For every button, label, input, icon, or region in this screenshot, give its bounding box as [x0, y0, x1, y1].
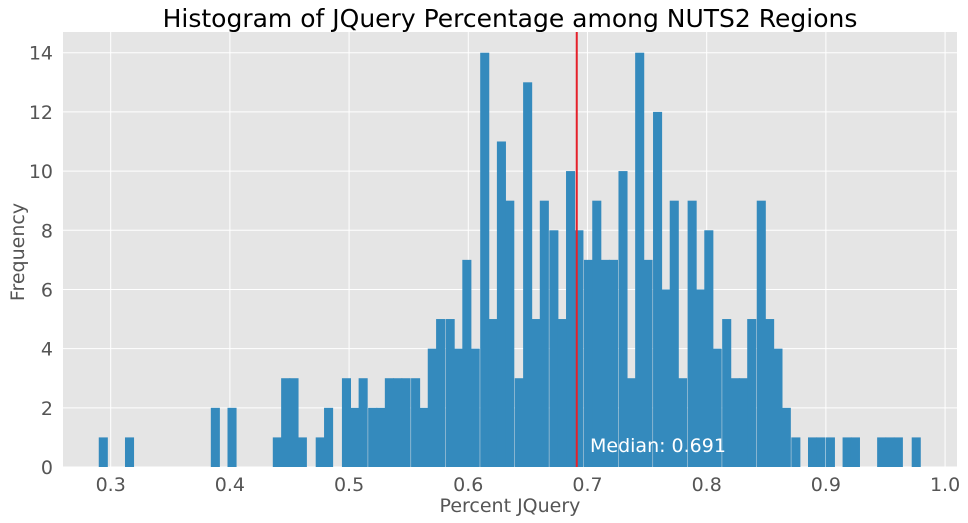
histogram-bar: [730, 378, 740, 467]
x-tick-label: 0.3: [96, 474, 126, 496]
histogram-bar: [574, 230, 584, 467]
histogram-bar: [608, 259, 619, 467]
histogram-bar: [781, 407, 791, 467]
histogram-bar: [842, 437, 852, 467]
histogram-bar: [893, 437, 903, 467]
histogram-bar: [350, 407, 360, 467]
histogram-bar: [747, 319, 757, 467]
histogram-bar: [210, 407, 220, 467]
histogram-bar: [393, 378, 403, 467]
y-tick-label: 14: [29, 43, 53, 65]
histogram-bar: [808, 437, 818, 467]
median-annotation: Median: 0.691: [590, 435, 726, 457]
y-axis-label: Frequency: [7, 203, 29, 301]
histogram-bar: [281, 378, 291, 467]
histogram-bar: [669, 200, 679, 467]
y-tick-label: 8: [41, 220, 53, 242]
histogram-bar: [791, 437, 801, 467]
histogram-bar: [272, 437, 282, 467]
x-tick-label: 1.0: [930, 474, 960, 496]
histogram-bar: [816, 437, 826, 467]
histogram-bar: [618, 171, 628, 467]
histogram-bar: [712, 348, 722, 467]
histogram-bar: [445, 319, 455, 467]
histogram-bar: [436, 319, 446, 467]
histogram-bar: [523, 82, 533, 467]
x-axis-label: Percent JQuery: [440, 495, 581, 517]
histogram-bar: [324, 407, 334, 467]
histogram-bar: [539, 200, 549, 467]
histogram-bar: [643, 259, 653, 467]
histogram-bar: [722, 319, 732, 467]
x-axis-ticks: 0.3 0.4 0.5 0.6 0.7 0.8 0.9 1.0: [96, 474, 961, 496]
histogram-bar: [315, 437, 325, 467]
histogram-bar: [885, 437, 895, 467]
histogram-bar: [600, 259, 610, 467]
histogram-bar: [549, 230, 559, 467]
histogram-bar: [704, 230, 714, 467]
histogram-bar: [297, 437, 307, 467]
histogram-bar: [531, 319, 541, 467]
histogram-bar: [411, 378, 421, 467]
x-tick-label: 0.4: [215, 474, 245, 496]
x-tick-label: 0.9: [811, 474, 841, 496]
histogram-bar: [341, 378, 351, 467]
histogram-bar: [773, 348, 783, 467]
y-tick-label: 6: [41, 279, 53, 301]
histogram-bar: [557, 319, 567, 467]
y-axis-ticks: 0 2 4 6 8 10 12 14: [29, 43, 53, 479]
x-tick-label: 0.6: [453, 474, 483, 496]
y-tick-label: 0: [41, 457, 53, 479]
histogram-bar: [877, 437, 887, 467]
histogram-bar: [124, 437, 135, 467]
histogram-bar: [505, 200, 515, 467]
histogram-bar: [462, 259, 472, 467]
histogram-bar: [695, 289, 706, 467]
x-tick-label: 0.5: [334, 474, 364, 496]
histogram-bar: [227, 407, 237, 467]
histogram-bar: [480, 52, 490, 467]
histogram-bar: [756, 200, 766, 467]
histogram-bar: [678, 378, 688, 467]
histogram-bar: [401, 378, 411, 467]
histogram-bar: [566, 171, 576, 467]
y-tick-label: 2: [41, 398, 53, 420]
x-tick-label: 0.7: [572, 474, 602, 496]
histogram-bar: [496, 141, 506, 467]
histogram-bars: [98, 52, 921, 468]
histogram-bar: [98, 437, 108, 467]
histogram-bar: [358, 378, 368, 467]
y-tick-label: 12: [29, 102, 53, 124]
histogram-bar: [592, 200, 602, 467]
histogram-bar: [470, 348, 480, 467]
histogram-bar: [488, 319, 498, 467]
histogram-bar: [368, 407, 378, 467]
y-tick-label: 10: [29, 161, 53, 183]
histogram-bar: [427, 348, 437, 467]
histogram-bar: [453, 348, 464, 467]
histogram-bar: [653, 111, 663, 468]
histogram-bar: [376, 407, 386, 467]
histogram-bar: [635, 52, 645, 467]
histogram-bar: [384, 378, 394, 467]
histogram-bar: [765, 319, 775, 467]
histogram-bar: [850, 437, 860, 467]
histogram-bar: [626, 378, 636, 467]
histogram-bar: [687, 200, 697, 467]
histogram-bar: [911, 437, 921, 467]
histogram-bar: [825, 437, 835, 467]
histogram-bar: [738, 378, 748, 467]
y-tick-label: 4: [41, 339, 53, 361]
histogram-bar: [661, 289, 671, 467]
histogram-bar: [419, 407, 429, 467]
histogram-bar: [289, 378, 299, 467]
chart-title: Histogram of JQuery Percentage among NUT…: [163, 4, 858, 33]
histogram-bar: [514, 378, 524, 467]
x-tick-label: 0.8: [692, 474, 722, 496]
histogram-bar: [583, 259, 593, 467]
